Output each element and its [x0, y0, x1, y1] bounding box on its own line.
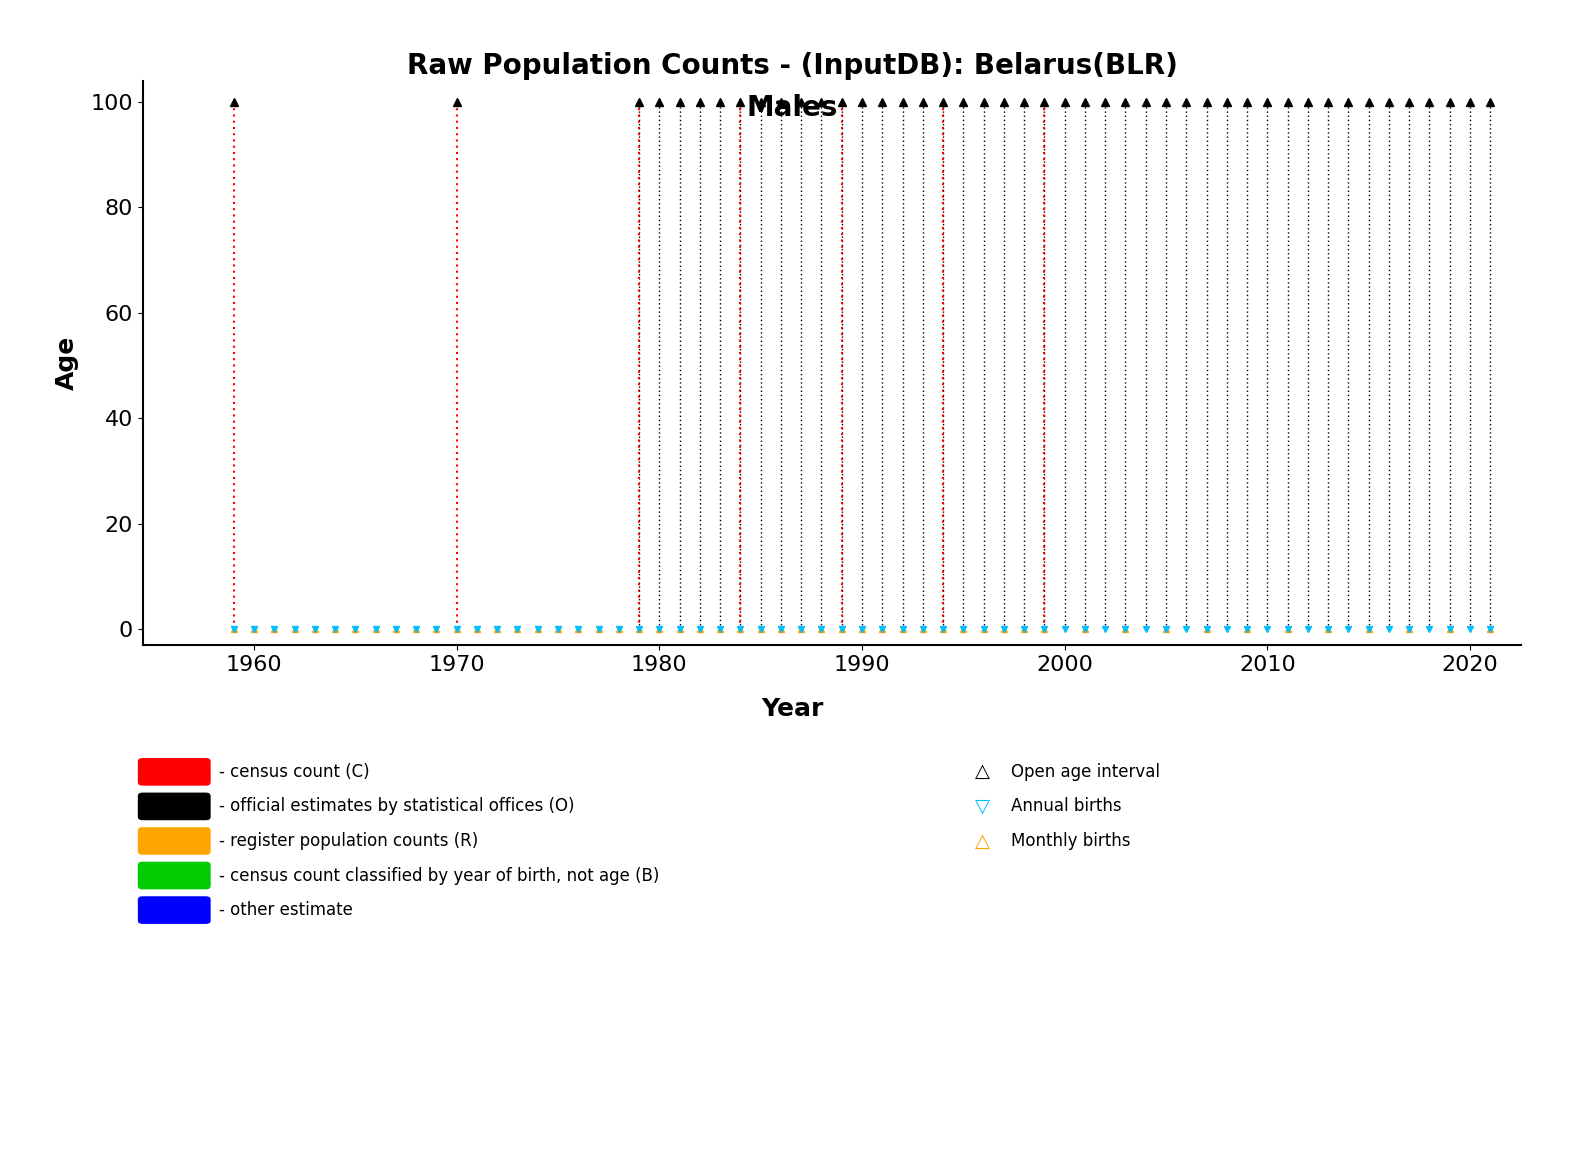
Text: Year: Year: [760, 697, 824, 721]
Text: △: △: [974, 832, 990, 850]
Text: - census count (C): - census count (C): [219, 763, 369, 781]
Text: Raw Population Counts - (InputDB): Belarus(BLR): Raw Population Counts - (InputDB): Belar…: [407, 52, 1177, 79]
Text: Males: Males: [746, 94, 838, 122]
Text: Annual births: Annual births: [1011, 797, 1121, 816]
Text: ▽: ▽: [974, 797, 990, 816]
Y-axis label: Age: Age: [55, 335, 79, 391]
Text: Monthly births: Monthly births: [1011, 832, 1129, 850]
Text: Open age interval: Open age interval: [1011, 763, 1159, 781]
Text: - census count classified by year of birth, not age (B): - census count classified by year of bir…: [219, 866, 659, 885]
Text: - official estimates by statistical offices (O): - official estimates by statistical offi…: [219, 797, 573, 816]
Text: - register population counts (R): - register population counts (R): [219, 832, 478, 850]
Text: - other estimate: - other estimate: [219, 901, 353, 919]
Text: △: △: [974, 763, 990, 781]
